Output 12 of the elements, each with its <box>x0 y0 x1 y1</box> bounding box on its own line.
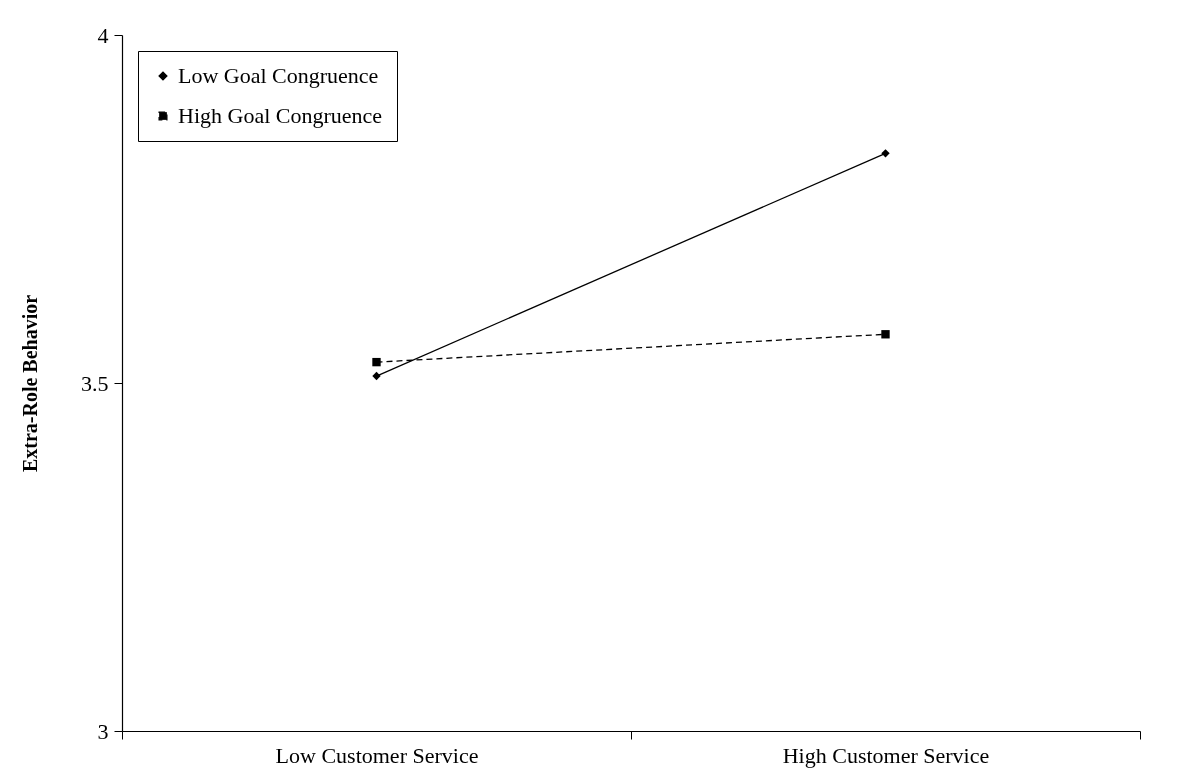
point <box>372 371 381 381</box>
y-tick-label: 4 <box>97 22 109 48</box>
x-tick-label: High Customer Service <box>782 742 990 768</box>
y-tick-label: 3 <box>97 718 109 744</box>
point <box>881 149 890 158</box>
y-axis-title: Extra-Role Behavior <box>19 294 41 473</box>
point <box>372 357 381 367</box>
point <box>881 330 890 339</box>
legend-label: Low Goal Congruence <box>178 63 379 88</box>
x-tick-label: Low Customer Service <box>275 742 479 768</box>
legend-label: High Goal Congruence <box>178 103 383 128</box>
y-tick-label: 3.5 <box>81 370 109 396</box>
